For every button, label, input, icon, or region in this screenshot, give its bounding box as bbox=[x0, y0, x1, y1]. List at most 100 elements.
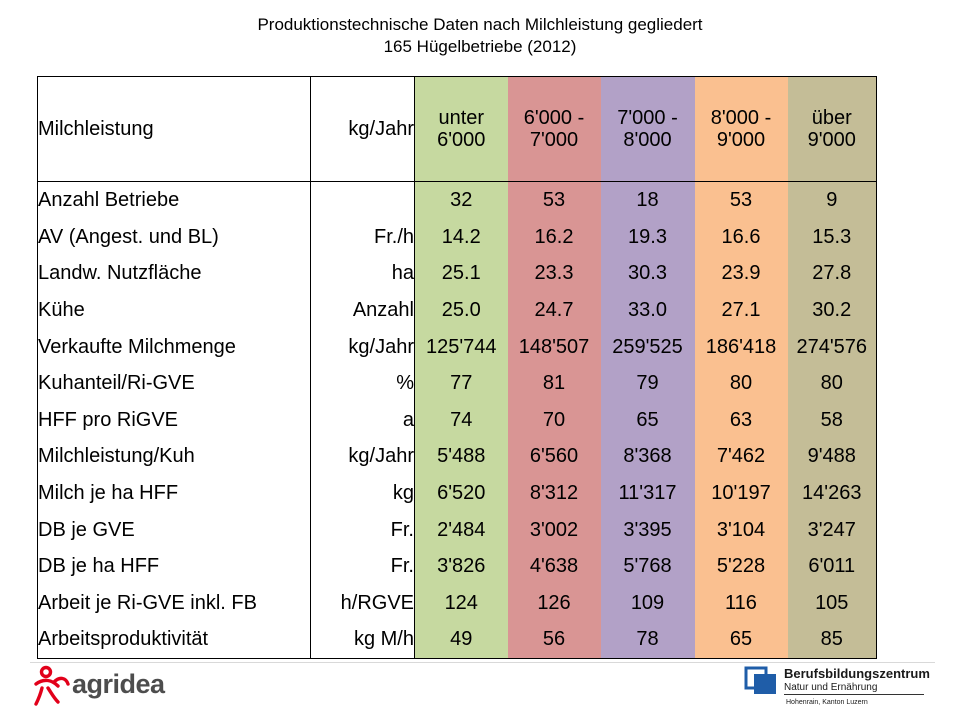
table-row: Arbeitsproduktivität kg M/h 49 56 78 65 85 bbox=[37, 621, 877, 659]
table-row: DB je ha HFF Fr. 3'826 4'638 5'768 5'228 6'011 bbox=[37, 547, 877, 585]
cell-value: 27.8 bbox=[787, 255, 877, 292]
cell-value: 79 bbox=[600, 364, 695, 402]
cell-value: 3'002 bbox=[507, 511, 601, 548]
bbz-logo-rule bbox=[784, 694, 924, 695]
cell-value: 10'197 bbox=[694, 474, 788, 512]
cell-value: 148'507 bbox=[507, 328, 601, 365]
cell-value: 63 bbox=[694, 401, 788, 439]
cell-value: 5'768 bbox=[600, 547, 695, 585]
table-row: AV (Angest. und BL) Fr./h 14.2 16.2 19.3 16.6… bbox=[37, 218, 877, 256]
agridea-logo-text: agridea bbox=[72, 669, 165, 699]
bbz-logo-sub: Natur und Ernährung bbox=[784, 682, 878, 693]
agridea-figure-icon bbox=[34, 665, 70, 706]
cell-value: 25.0 bbox=[414, 291, 508, 329]
header-col-line2: 6'000 bbox=[437, 129, 486, 151]
cell-value: 186'418 bbox=[694, 328, 788, 365]
row-unit: kg/Jahr bbox=[310, 438, 415, 475]
table-row: Kuhanteil/Ri-GVE% 77 81 79 80 80 bbox=[37, 364, 877, 402]
row-label: Milchleistung/Kuh bbox=[37, 438, 311, 475]
header-col-line1: 8'000 - bbox=[710, 107, 772, 129]
row-unit: Fr. bbox=[310, 511, 415, 548]
row-unit: Fr./h bbox=[310, 218, 415, 256]
header-col-line1: 6'000 - bbox=[523, 107, 585, 129]
header-label: Milchleistung bbox=[37, 76, 311, 182]
cell-value: 78 bbox=[600, 621, 695, 659]
header-unit: kg/Jahr bbox=[310, 76, 415, 182]
cell-value: 14'263 bbox=[787, 474, 877, 512]
cell-value: 4'638 bbox=[507, 547, 601, 585]
table-row: Verkaufte Milchmenge kg/Jahr 125'744 148'50… bbox=[37, 328, 877, 365]
production-data-table: Milchleistung kg/Jahr unter 6'000 6'000 … bbox=[37, 76, 877, 659]
cell-value: 11'317 bbox=[600, 474, 695, 512]
row-label: Anzahl Betriebe bbox=[37, 180, 311, 219]
row-label: AV (Angest. und BL) bbox=[37, 218, 311, 256]
cell-value: 77 bbox=[414, 364, 508, 402]
cell-value: 15.3 bbox=[787, 218, 877, 256]
cell-value: 6'011 bbox=[787, 547, 877, 585]
cell-value: 49 bbox=[414, 621, 508, 659]
cell-value: 70 bbox=[507, 401, 601, 439]
row-unit: kg bbox=[310, 474, 415, 512]
cell-value: 65 bbox=[694, 621, 788, 659]
row-label: HFF pro RiGVE bbox=[37, 401, 311, 439]
table-header-row: Milchleistung kg/Jahr unter 6'000 6'000 … bbox=[37, 76, 877, 182]
title-line-1: Produktionstechnische Daten nach Milchle… bbox=[257, 15, 703, 34]
header-col-line1: über bbox=[811, 107, 852, 129]
row-unit: % bbox=[310, 364, 415, 402]
row-label: DB je GVE bbox=[37, 511, 311, 548]
row-label: Kuhanteil/Ri-GVE bbox=[37, 364, 311, 402]
header-col-line2: 9'000 bbox=[807, 129, 856, 151]
cell-value: 124 bbox=[414, 584, 508, 622]
table-row: Milchleistung/Kuh kg/Jahr 5'488 6'560 8'368 7… bbox=[37, 438, 877, 475]
cell-value: 30.2 bbox=[787, 291, 877, 329]
header-col-line2: 9'000 bbox=[716, 129, 766, 151]
cell-value: 19.3 bbox=[600, 218, 695, 256]
footer-divider bbox=[30, 662, 935, 663]
cell-value: 16.6 bbox=[694, 218, 788, 256]
table-row: DB je GVE Fr. 2'484 3'002 3'395 3'104 3'247 bbox=[37, 511, 877, 548]
cell-value: 2'484 bbox=[414, 511, 508, 548]
row-unit: a bbox=[310, 401, 415, 439]
cell-value: 5'488 bbox=[414, 438, 508, 475]
row-label: DB je ha HFF bbox=[37, 547, 311, 585]
cell-value: 56 bbox=[507, 621, 601, 659]
table-row: Anzahl Betriebe 32 53 18 53 9 bbox=[37, 180, 877, 219]
cell-value: 23.3 bbox=[507, 255, 601, 292]
cell-value: 65 bbox=[600, 401, 695, 439]
cell-value: 126 bbox=[507, 584, 601, 622]
row-unit: Fr. bbox=[310, 547, 415, 585]
header-col-1: 6'000 - 7'000 bbox=[507, 76, 601, 182]
header-col-3: 8'000 - 9'000 bbox=[694, 76, 788, 182]
table-row: Milch je ha HFF kg 6'520 8'312 11'317 10'197 1… bbox=[37, 474, 877, 512]
slide-title: Produktionstechnische Daten nach Milchle… bbox=[0, 14, 960, 58]
cell-value: 3'104 bbox=[694, 511, 788, 548]
table-row: Kühe Anzahl 25.0 24.7 33.0 27.1 30.2 bbox=[37, 291, 877, 329]
row-unit bbox=[310, 180, 415, 219]
table-row: HFF pro RiGVE a 74 70 65 63 58 bbox=[37, 401, 877, 439]
row-label: Landw. Nutzfläche bbox=[37, 255, 311, 292]
cell-value: 81 bbox=[507, 364, 601, 402]
table-row: Arbeit je Ri-GVE inkl. FB h/RGVE 124 126 109… bbox=[37, 584, 877, 622]
row-unit: kg/Jahr bbox=[310, 328, 415, 365]
cell-value: 125'744 bbox=[414, 328, 508, 365]
cell-value: 18 bbox=[600, 180, 695, 219]
row-unit: ha bbox=[310, 255, 415, 292]
cell-value: 6'520 bbox=[414, 474, 508, 512]
cell-value: 116 bbox=[694, 584, 788, 622]
cell-value: 9 bbox=[787, 180, 877, 219]
cell-value: 58 bbox=[787, 401, 877, 439]
cell-value: 80 bbox=[694, 364, 788, 402]
header-col-4: über 9'000 bbox=[787, 76, 877, 182]
row-label: Milch je ha HFF bbox=[37, 474, 311, 512]
cell-value: 23.9 bbox=[694, 255, 788, 292]
bbz-emblem-icon bbox=[744, 666, 776, 694]
cell-value: 14.2 bbox=[414, 218, 508, 256]
cell-value: 32 bbox=[414, 180, 508, 219]
row-label: Arbeit je Ri-GVE inkl. FB bbox=[37, 584, 311, 622]
cell-value: 109 bbox=[600, 584, 695, 622]
bbz-logo: Berufsbildungszentrum Natur und Ernährun… bbox=[744, 664, 934, 714]
cell-value: 259'525 bbox=[600, 328, 695, 365]
cell-value: 16.2 bbox=[507, 218, 601, 256]
cell-value: 9'488 bbox=[787, 438, 877, 475]
header-col-line2: 8'000 bbox=[623, 129, 672, 151]
